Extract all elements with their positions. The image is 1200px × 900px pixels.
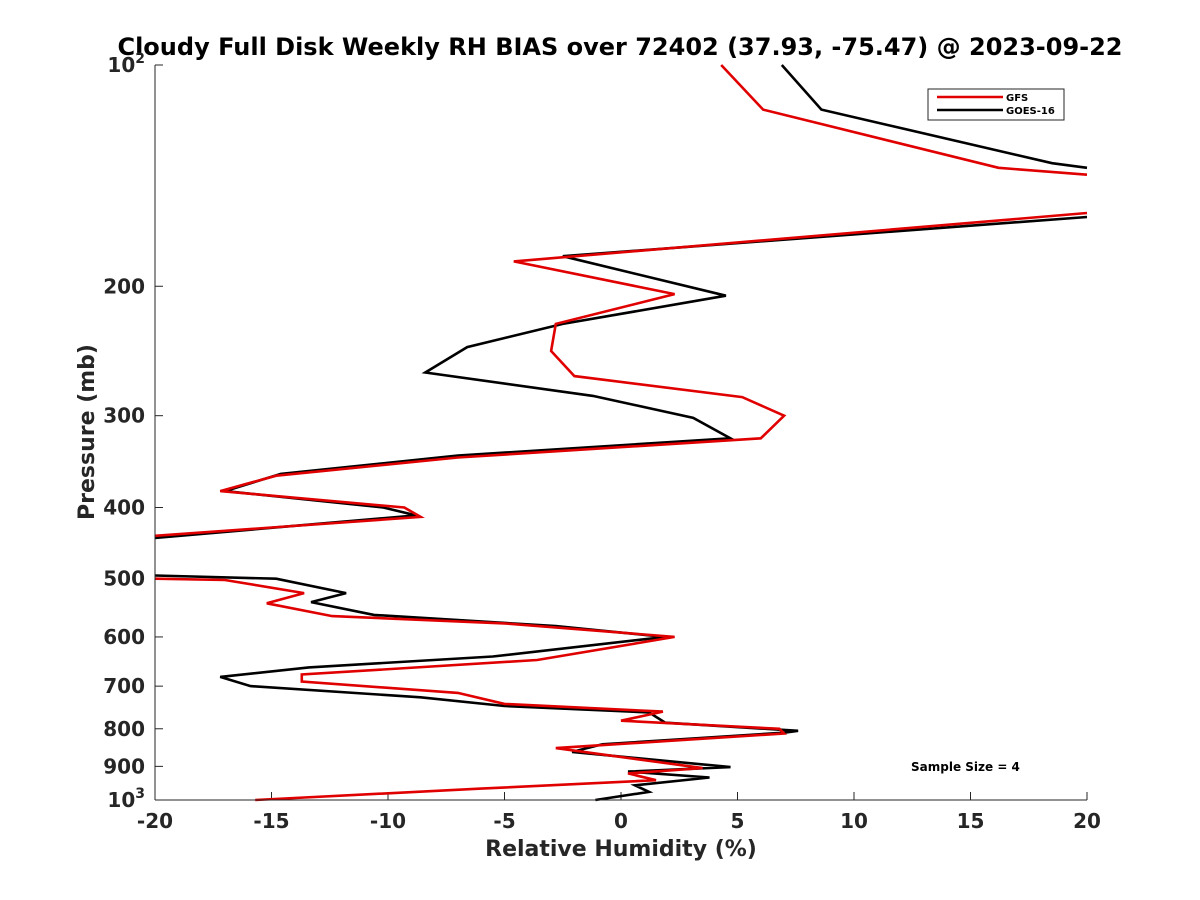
series-line-gfs (154, 64, 1088, 802)
chart-title: Cloudy Full Disk Weekly RH BIAS over 724… (117, 33, 1122, 61)
y-tick-label: 900 (103, 754, 145, 778)
x-tick-label: 20 (1073, 809, 1101, 833)
sample-size-annotation: Sample Size = 4 (911, 760, 1020, 774)
y-tick-label-base: 10 (107, 53, 135, 77)
y-tick-label: 103 (107, 786, 145, 812)
legend: GFS GOES-16 (927, 88, 1065, 121)
x-tick-label: 0 (614, 809, 628, 833)
legend-box (927, 88, 1065, 121)
y-tick-label-exponent: 3 (135, 786, 145, 802)
y-tick-label: 200 (103, 274, 145, 298)
x-axis-ticks: -20 -15 -10 -5 0 5 10 15 20 (137, 792, 1101, 833)
x-tick-label: -5 (493, 809, 515, 833)
y-tick-label: 600 (103, 625, 145, 649)
y-axis-label: Pressure (mb) (75, 344, 100, 520)
y-tick-label: 300 (103, 404, 145, 428)
y-tick-label-exponent: 2 (135, 51, 145, 67)
x-axis-label: Relative Humidity (%) (485, 837, 757, 862)
y-tick-label-base: 10 (107, 788, 135, 812)
x-tick-label: 15 (957, 809, 985, 833)
series-lines (154, 64, 1088, 802)
x-tick-label: 10 (840, 809, 868, 833)
y-tick-label: 500 (103, 567, 145, 591)
y-tick-label: 700 (103, 674, 145, 698)
legend-label-gfs: GFS (1006, 93, 1028, 104)
x-tick-label: 5 (731, 809, 745, 833)
x-tick-label: -15 (253, 809, 289, 833)
legend-label-goes16: GOES-16 (1006, 106, 1055, 117)
x-tick-label: -10 (370, 809, 406, 833)
y-tick-label: 400 (103, 496, 145, 520)
x-tick-label: -20 (137, 809, 173, 833)
y-tick-label: 102 (107, 51, 145, 77)
y-tick-label: 800 (103, 717, 145, 741)
